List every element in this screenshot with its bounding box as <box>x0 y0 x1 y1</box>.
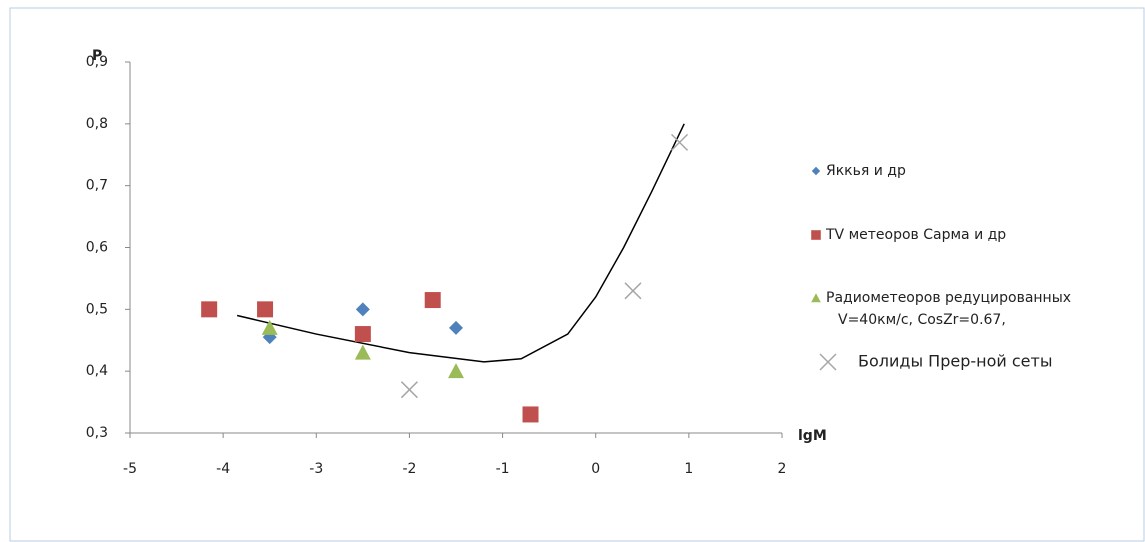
point <box>257 301 274 318</box>
legend-marker <box>811 230 821 240</box>
point <box>261 319 278 335</box>
point <box>424 292 441 309</box>
x-tick-label: -4 <box>216 461 230 477</box>
legend-label: Яккья и др <box>826 163 906 179</box>
legend-marker <box>811 293 821 303</box>
x-tick-label: -2 <box>402 461 416 477</box>
legend-label-line: Радиометеоров редуцированных <box>826 290 1071 306</box>
chart-frame <box>9 7 1145 542</box>
x-tick-label: 1 <box>684 461 693 477</box>
legend-marker <box>811 166 821 176</box>
x-tick-label: -3 <box>309 461 323 477</box>
x-axis-label: lgM <box>798 428 827 444</box>
legend-marker <box>819 353 837 371</box>
point <box>671 133 689 151</box>
y-tick-label: 0,9 <box>86 54 108 70</box>
x-tick-label: -5 <box>123 461 137 477</box>
point <box>449 320 463 335</box>
point <box>355 302 370 317</box>
x-tick-label: 0 <box>591 461 600 477</box>
y-tick-label: 0,6 <box>86 240 108 256</box>
point <box>354 344 371 360</box>
x-tick-label: -1 <box>496 461 510 477</box>
y-axis-label: P <box>92 48 102 64</box>
legend-label: TV метеоров Сарма и др <box>825 227 1006 243</box>
y-tick-label: 0,8 <box>86 116 108 132</box>
point <box>400 381 418 399</box>
legend-label: Радиометеоров редуцированных V=40км/с, Co… <box>826 290 1071 328</box>
point <box>522 406 539 423</box>
trend-line <box>236 123 685 363</box>
point <box>448 363 464 379</box>
y-tick-label: 0,7 <box>86 178 108 194</box>
y-tick-label: 0,3 <box>86 425 108 441</box>
legend-label: Болиды Прер-ной сеты <box>858 352 1052 371</box>
point <box>201 301 218 318</box>
x-tick-label: 2 <box>778 461 787 477</box>
point <box>624 282 642 300</box>
legend-label-line: V=40км/с, CosZr=0.67, <box>838 312 1006 328</box>
point <box>354 326 371 343</box>
y-tick-label: 0,5 <box>86 301 108 317</box>
y-tick-label: 0,4 <box>86 363 108 379</box>
